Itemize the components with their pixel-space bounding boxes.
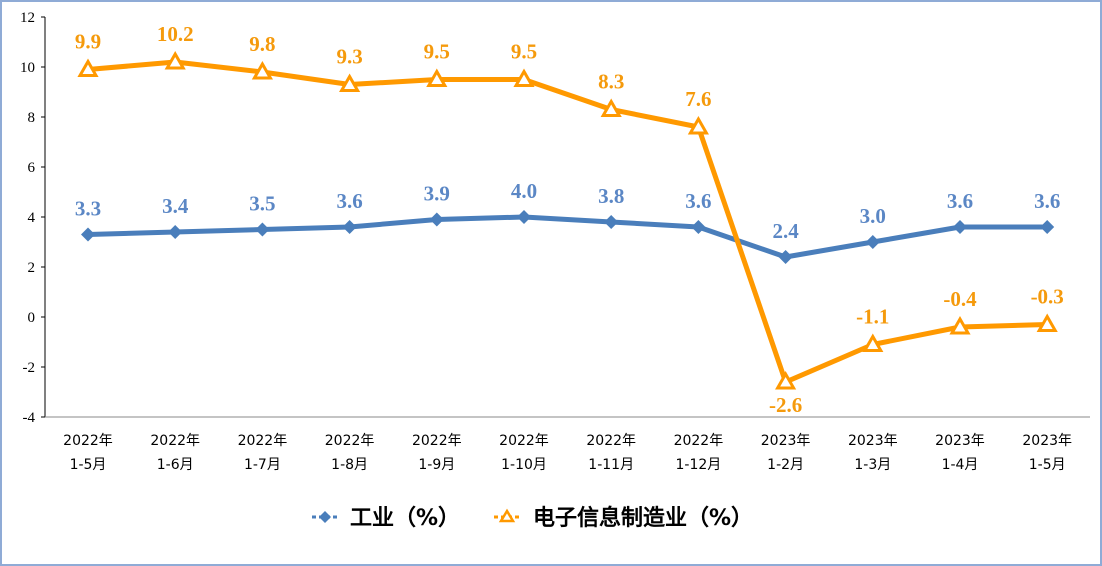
data-label: 3.4 (162, 194, 189, 218)
data-label: 3.6 (1034, 189, 1060, 213)
data-label: 2.4 (772, 219, 799, 243)
x-tick-label: 2022年 (412, 433, 462, 449)
x-tick-label: 2022年 (63, 433, 113, 449)
y-tick-label: 8 (28, 110, 36, 126)
diamond-marker (778, 250, 793, 264)
triangle-marker (77, 58, 99, 77)
triangle-marker (339, 73, 361, 92)
data-label: -0.3 (1031, 285, 1064, 309)
x-tick-label: 2023年 (848, 433, 898, 449)
y-tick-label: 2 (28, 260, 36, 276)
x-tick-label: 2023年 (935, 433, 985, 449)
triangle-marker (426, 68, 448, 87)
triangle-marker (251, 60, 273, 80)
data-label: 9.3 (336, 45, 362, 69)
data-label: 3.6 (685, 189, 711, 213)
legend-triangle-icon (498, 508, 516, 523)
legend-label: 工业（%） (350, 506, 460, 531)
x-tick-label: 1-3月 (854, 457, 891, 473)
x-tick-label: 1-8月 (331, 457, 368, 473)
x-tick-label: 1-9月 (418, 457, 455, 473)
diamond-marker (342, 220, 357, 234)
x-tick-label: 1-12月 (676, 457, 722, 473)
data-label: -1.1 (856, 305, 889, 329)
triangle-marker (600, 98, 622, 117)
y-tick-label: 12 (20, 10, 35, 26)
triangle-marker (164, 50, 186, 70)
data-label: 3.6 (947, 189, 973, 213)
x-tick-label: 2022年 (499, 433, 549, 449)
diamond-marker (429, 212, 444, 227)
x-tick-label: 2022年 (586, 433, 636, 449)
x-tick-label: 2023年 (761, 433, 811, 449)
legend-diamond-icon (319, 511, 331, 523)
triangle-marker (775, 370, 797, 390)
data-label: 9.5 (424, 40, 450, 64)
y-tick-label: -4 (23, 410, 36, 426)
triangle-marker (949, 315, 971, 335)
x-tick-label: 1-10月 (501, 457, 547, 473)
data-label: -2.6 (769, 393, 802, 417)
data-label: 4.0 (511, 179, 537, 203)
legend-label: 电子信息制造业（%） (533, 505, 753, 531)
triangle-marker (1036, 313, 1058, 332)
data-label: 9.9 (75, 30, 101, 54)
data-label: 7.6 (685, 87, 711, 111)
x-tick-label: 1-11月 (588, 457, 634, 473)
data-label: 9.8 (249, 32, 275, 56)
diamond-marker (168, 225, 183, 239)
data-label: 3.0 (860, 204, 886, 228)
x-tick-label: 2022年 (325, 433, 375, 449)
diamond-marker (255, 222, 270, 237)
data-label: 3.6 (336, 189, 362, 213)
y-tick-label: 0 (28, 310, 36, 326)
diamond-marker (691, 220, 706, 234)
triangle-marker (862, 333, 884, 352)
data-label: 10.2 (157, 22, 194, 46)
data-label: -0.4 (943, 287, 977, 311)
diamond-marker (81, 227, 95, 242)
diamond-marker (1040, 220, 1055, 234)
y-tick-label: 6 (28, 160, 36, 176)
triangle-marker (513, 68, 535, 87)
data-label: 3.5 (249, 192, 275, 216)
x-tick-label: 1-2月 (767, 457, 804, 473)
series-line-1 (87, 59, 1048, 385)
x-tick-label: 2022年 (674, 433, 724, 449)
x-tick-label: 1-4月 (942, 457, 979, 473)
triangle-marker (687, 115, 709, 135)
x-tick-label: 1-5月 (1029, 457, 1066, 473)
y-tick-label: 10 (20, 60, 35, 76)
x-tick-label: 2022年 (150, 433, 200, 449)
x-tick-label: 1-5月 (70, 457, 107, 473)
y-tick-label: -2 (23, 360, 36, 376)
data-label: 3.9 (424, 182, 450, 206)
data-label: 3.3 (75, 197, 101, 221)
series-line-0 (87, 214, 1048, 260)
diamond-marker (865, 235, 880, 249)
x-tick-label: 1-7月 (244, 457, 281, 473)
y-tick-label: 4 (28, 210, 36, 226)
x-tick-label: 2022年 (238, 433, 288, 449)
diamond-marker (517, 210, 531, 224)
data-label: 3.8 (598, 184, 624, 208)
diamond-marker (604, 215, 619, 229)
diamond-marker (953, 220, 967, 234)
x-tick-label: 2023年 (1022, 433, 1072, 449)
data-label: 8.3 (598, 70, 624, 94)
data-label: 9.5 (511, 40, 537, 64)
x-tick-label: 1-6月 (157, 457, 194, 473)
